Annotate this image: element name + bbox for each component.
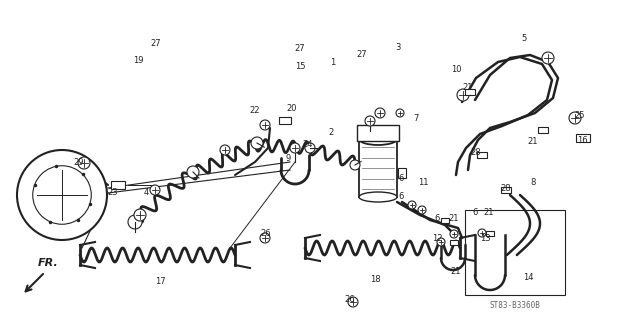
Bar: [538, 127, 548, 133]
Text: 8: 8: [530, 178, 535, 187]
Circle shape: [305, 143, 315, 153]
Bar: [477, 152, 487, 158]
Circle shape: [134, 209, 146, 221]
Text: ST83-B3360B: ST83-B3360B: [490, 301, 541, 310]
Text: 27: 27: [150, 38, 161, 47]
Text: 24: 24: [302, 140, 313, 148]
Circle shape: [457, 89, 469, 101]
Text: 6: 6: [398, 191, 403, 201]
Text: 19: 19: [133, 55, 143, 65]
Circle shape: [348, 297, 358, 307]
Text: 21: 21: [527, 137, 538, 146]
Circle shape: [478, 229, 486, 237]
Text: 28: 28: [470, 148, 481, 156]
Circle shape: [418, 206, 426, 214]
Circle shape: [17, 150, 107, 240]
Text: 27: 27: [356, 50, 367, 59]
Circle shape: [187, 166, 199, 178]
Bar: [465, 210, 565, 295]
Text: 11: 11: [418, 178, 429, 187]
Text: 6: 6: [472, 207, 477, 217]
Text: 17: 17: [155, 277, 166, 286]
Text: 21: 21: [483, 207, 494, 217]
Text: FR.: FR.: [38, 258, 59, 268]
Circle shape: [365, 116, 375, 126]
Circle shape: [437, 238, 445, 246]
Text: 1: 1: [330, 58, 335, 67]
Text: 12: 12: [432, 234, 443, 243]
Bar: [441, 218, 449, 222]
Bar: [450, 239, 458, 244]
Text: 7: 7: [413, 114, 419, 123]
Bar: [279, 116, 291, 124]
Circle shape: [78, 157, 90, 169]
Text: 13: 13: [480, 234, 490, 243]
Text: 10: 10: [451, 65, 461, 74]
Circle shape: [290, 143, 300, 153]
Circle shape: [220, 145, 230, 155]
Text: 2: 2: [328, 127, 333, 137]
Bar: [357, 125, 399, 141]
Ellipse shape: [359, 133, 397, 145]
Circle shape: [450, 230, 458, 238]
Circle shape: [260, 120, 270, 130]
Text: 9: 9: [286, 154, 291, 163]
Text: 3: 3: [395, 43, 401, 52]
Text: 29: 29: [73, 157, 83, 166]
Text: 21: 21: [462, 83, 473, 92]
Bar: [111, 181, 125, 189]
Text: 6: 6: [434, 213, 440, 222]
Text: 27: 27: [294, 44, 304, 52]
Text: 25: 25: [574, 110, 585, 119]
Bar: [398, 168, 406, 178]
Text: 21: 21: [450, 268, 461, 276]
Bar: [486, 230, 494, 236]
Text: 26: 26: [344, 295, 355, 305]
Circle shape: [150, 185, 160, 195]
Ellipse shape: [359, 192, 397, 202]
Circle shape: [396, 109, 404, 117]
Circle shape: [350, 160, 360, 170]
Circle shape: [260, 233, 270, 243]
Text: 16: 16: [577, 135, 587, 145]
Text: 4: 4: [144, 188, 149, 196]
Circle shape: [32, 166, 91, 224]
Circle shape: [569, 112, 581, 124]
Circle shape: [128, 215, 142, 229]
Circle shape: [375, 108, 385, 118]
Text: 6: 6: [398, 173, 403, 182]
Text: 23: 23: [107, 188, 118, 196]
Text: 18: 18: [370, 276, 381, 284]
Bar: [501, 187, 511, 193]
Text: 15: 15: [295, 61, 306, 70]
Text: 26: 26: [260, 228, 271, 237]
Text: 22: 22: [249, 106, 259, 115]
Text: 20: 20: [286, 103, 296, 113]
Text: 5: 5: [521, 34, 526, 43]
Bar: [359, 139, 397, 197]
Circle shape: [542, 52, 554, 64]
Bar: [465, 89, 475, 95]
Circle shape: [251, 137, 263, 149]
Text: 21: 21: [448, 213, 459, 222]
Text: 14: 14: [523, 274, 534, 283]
Circle shape: [408, 201, 416, 209]
Text: 28: 28: [500, 183, 511, 193]
Bar: [576, 134, 590, 142]
